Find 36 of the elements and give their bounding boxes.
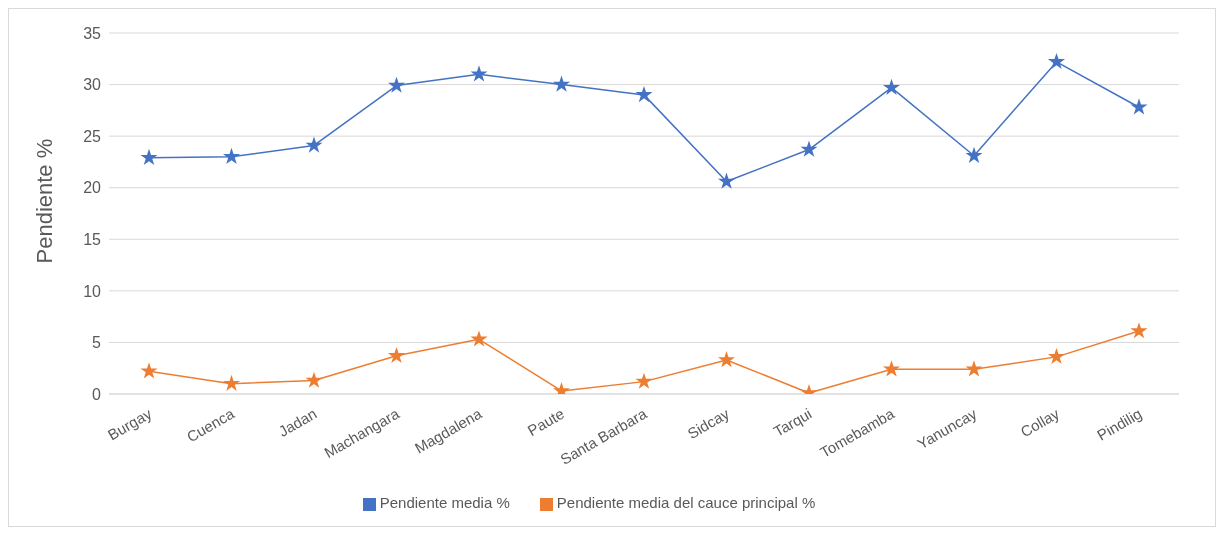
point (882, 78, 901, 95)
y-axis-title: Pendiente % (31, 138, 57, 264)
point (222, 147, 241, 165)
legend-label: Pendiente media % (379, 494, 510, 511)
y-tick-label: 35 (83, 24, 102, 42)
point (635, 372, 653, 389)
point (1130, 98, 1148, 115)
point (387, 346, 406, 364)
y-tick-label: 0 (92, 385, 102, 403)
point (552, 75, 571, 92)
point (387, 76, 406, 93)
point (1047, 347, 1066, 365)
y-tick-label: 20 (83, 179, 102, 197)
point (882, 360, 901, 377)
y-tick-label: 5 (92, 334, 102, 352)
point (965, 360, 983, 377)
point (140, 362, 158, 379)
point (965, 146, 983, 163)
legend-label: Pendiente media del cauce principal % (556, 494, 816, 511)
x-tick-label: Paute (524, 404, 567, 440)
y-tick-label: 10 (83, 282, 102, 300)
point (470, 65, 488, 82)
point (717, 351, 736, 368)
y-tick-label: 15 (83, 230, 102, 248)
point (305, 136, 323, 153)
point (222, 374, 241, 391)
point (140, 148, 158, 166)
point (1047, 52, 1066, 70)
point (305, 371, 323, 388)
y-tick-label: 30 (83, 76, 102, 94)
y-tick-label: 25 (83, 127, 102, 145)
point (1130, 322, 1148, 339)
point (470, 330, 488, 347)
point (717, 172, 736, 189)
point (800, 140, 818, 157)
point (635, 85, 653, 103)
